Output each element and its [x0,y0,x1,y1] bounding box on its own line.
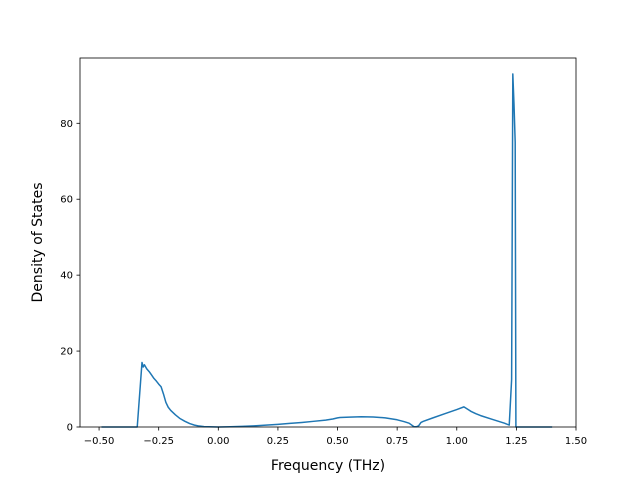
x-tick-label: 0.75 [386,436,408,447]
y-tick-label: 20 [60,347,73,358]
plot-layer [101,73,553,428]
plot-frame [79,57,577,428]
y-tick-label: 60 [60,195,73,206]
x-axis-title: Frequency (THz) [271,458,385,474]
y-axis-title: Density of States [30,183,46,303]
x-tick-label: 0.50 [326,436,348,447]
x-tick-label: 0.25 [267,436,289,447]
y-axis-ticks: 0 20 40 60 80 [60,119,80,434]
y-tick-label: 80 [60,119,73,130]
x-tick-label: 1.00 [446,436,468,447]
y-tick-label: 0 [67,423,73,434]
y-tick-label: 40 [60,271,73,282]
x-axis-ticks: −0.50 −0.25 0.00 0.25 0.50 0.75 1.00 1.25 1.50 [84,427,587,447]
x-tick-label: 0.00 [207,436,229,447]
x-tick-label: 1.50 [565,436,587,447]
x-tick-label: −0.50 [84,436,115,447]
x-tick-label: 1.25 [505,436,527,447]
x-tick-label: −0.25 [143,436,174,447]
dos-series-line [101,73,553,428]
